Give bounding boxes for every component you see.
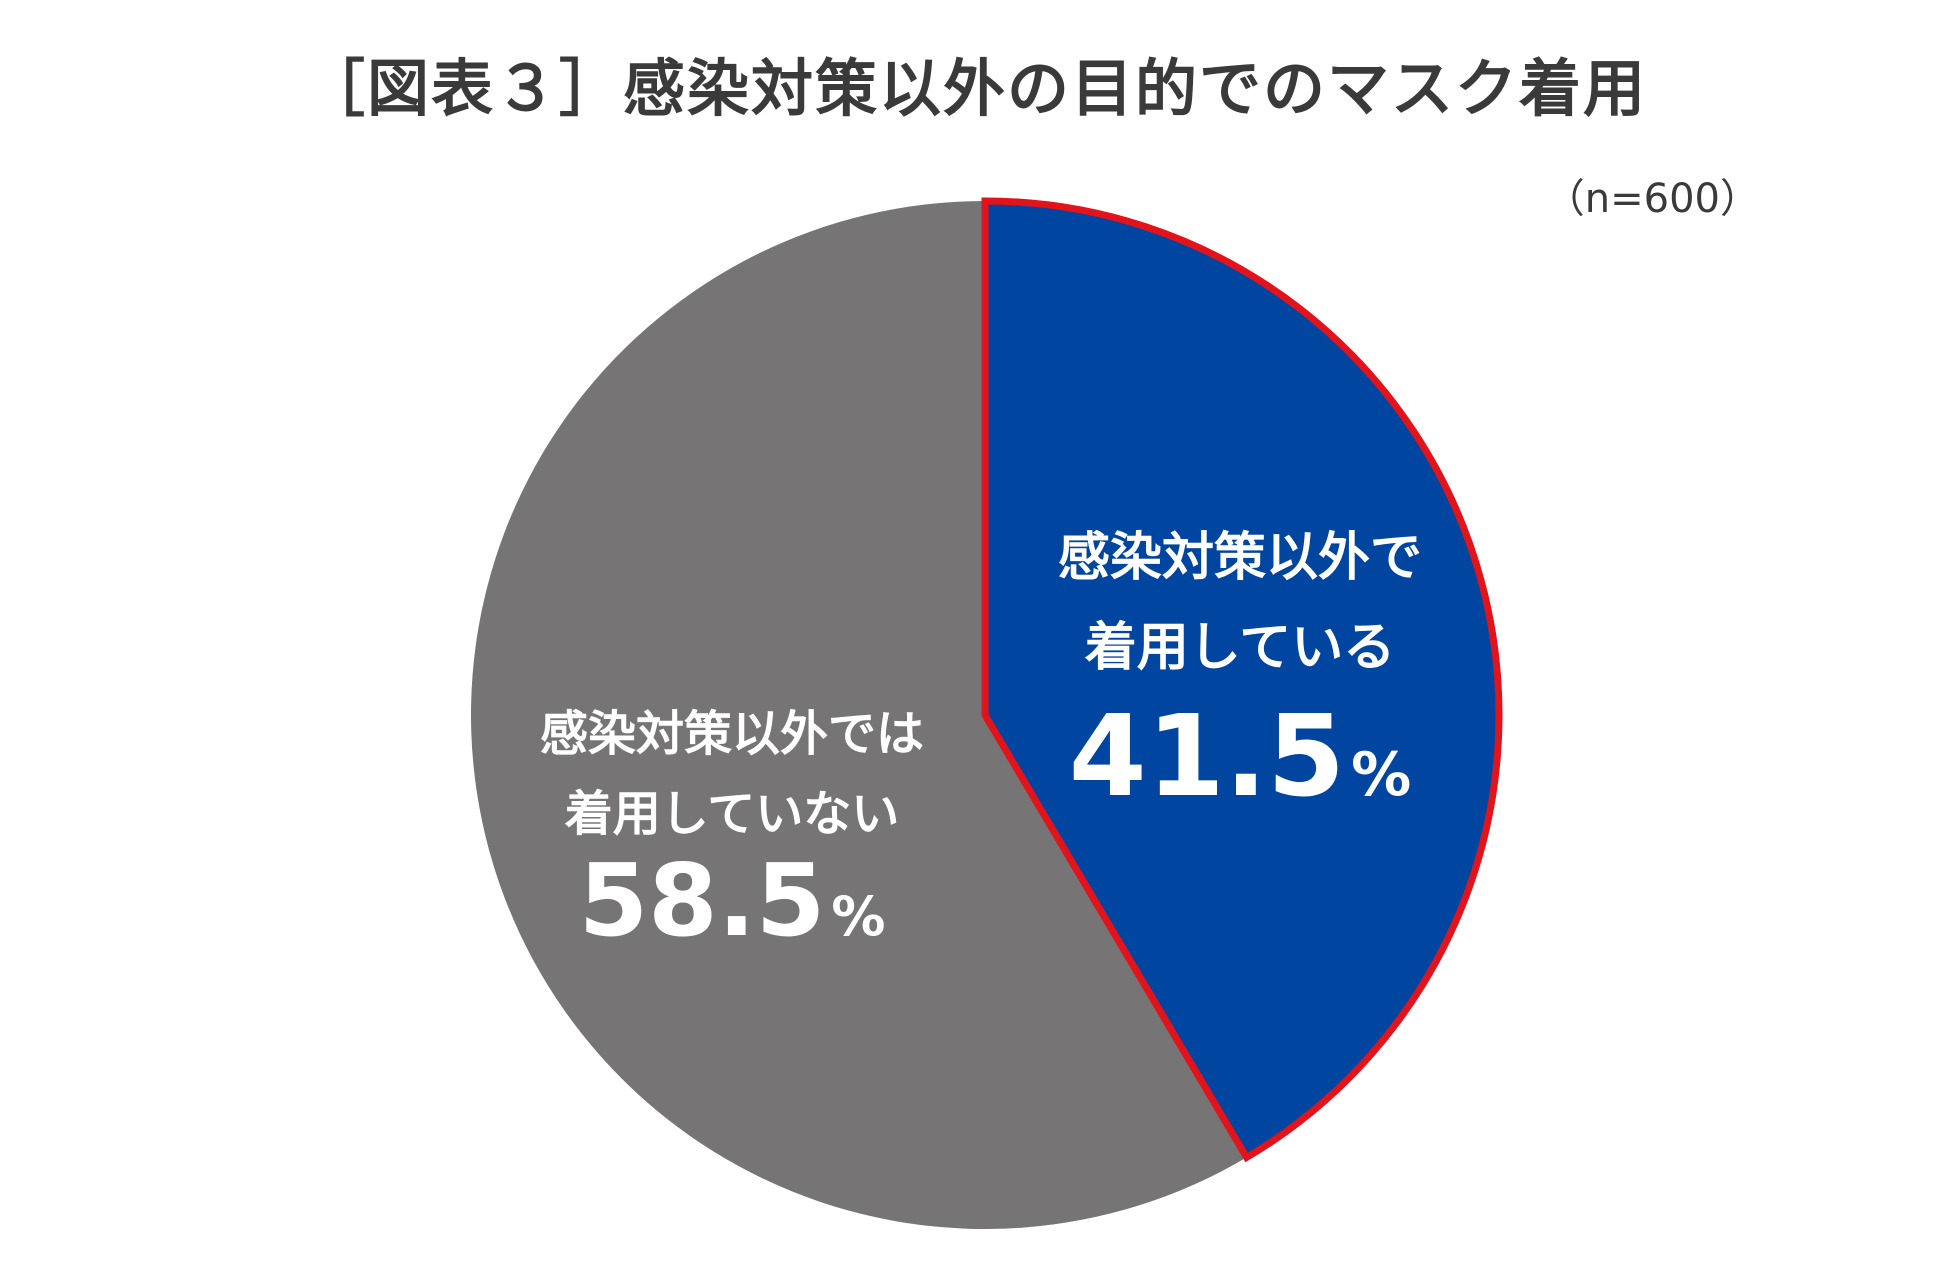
slice-0-value-label: 41.5%: [1069, 692, 1411, 822]
sample-size-note: （n=600）: [1544, 176, 1760, 222]
pie-slice-1: [471, 201, 1247, 1229]
slice-0-label-line-0: 感染対策以外で: [1058, 528, 1422, 588]
slice-1-value-label: 58.5%: [579, 842, 886, 959]
pie-slice-0: [981, 197, 1503, 1163]
chart-title: ［図表３］感染対策以外の目的でのマスク着用: [302, 52, 1647, 125]
slice-1-label-line-0: 感染対策以外では: [540, 706, 924, 762]
slice-1-label-line-1: 着用していない: [564, 786, 900, 842]
slice-0-label-line-1: 着用している: [1085, 618, 1395, 678]
